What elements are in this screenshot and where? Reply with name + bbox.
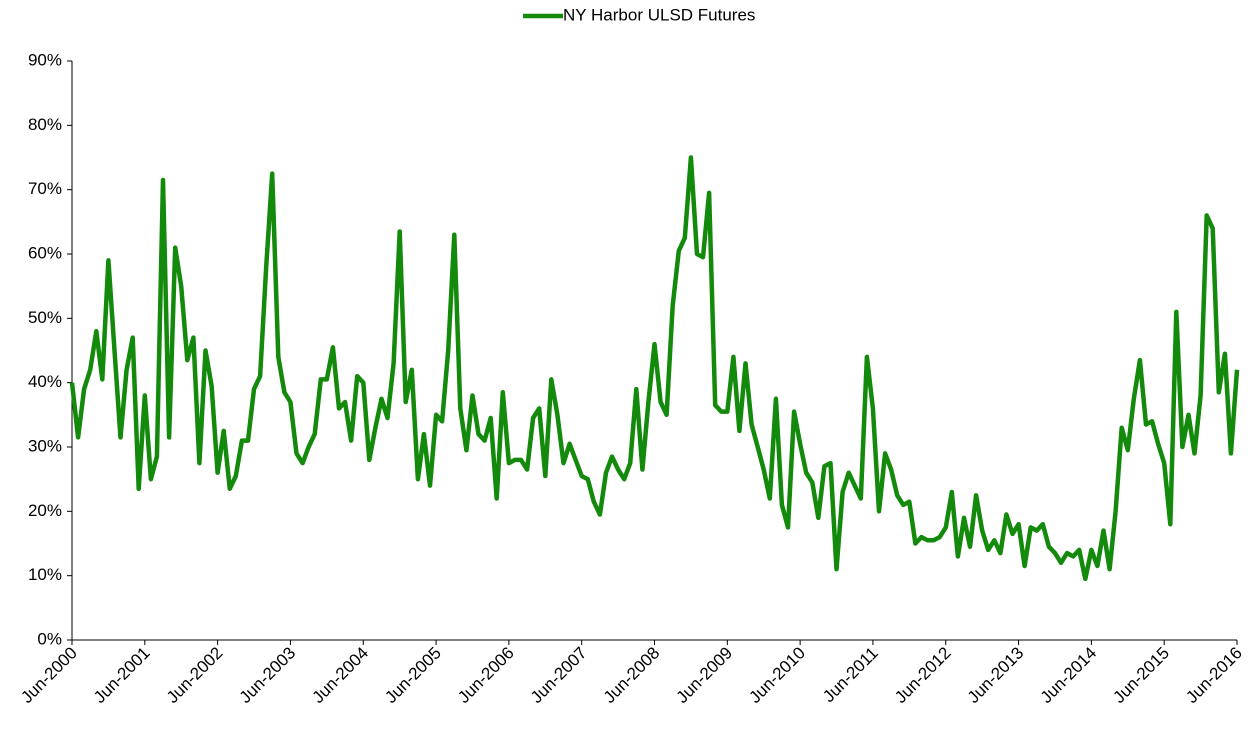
x-tick-label: Jun-2008: [600, 643, 664, 707]
y-tick-label: 30%: [28, 436, 62, 455]
x-tick-label: Jun-2005: [381, 643, 445, 707]
x-tick-label: Jun-2003: [236, 643, 300, 707]
y-tick-label: 70%: [28, 179, 62, 198]
x-tick-label: Jun-2011: [819, 643, 882, 706]
y-tick-label: 50%: [28, 308, 62, 327]
y-tick-label: 60%: [28, 243, 62, 262]
y-tick-label: 10%: [28, 565, 62, 584]
x-tick-label: Jun-2002: [163, 643, 227, 707]
x-tick-label: Jun-2007: [527, 643, 591, 707]
x-tick-label: Jun-2014: [1037, 643, 1101, 707]
x-tick-label: Jun-2000: [17, 643, 81, 707]
x-tick-label: Jun-2012: [891, 643, 955, 707]
x-tick-label: Jun-2009: [673, 643, 737, 707]
legend-label: NY Harbor ULSD Futures: [563, 5, 755, 24]
x-tick-label: Jun-2006: [454, 643, 518, 707]
y-tick-label: 20%: [28, 501, 62, 520]
series-line: [69, 155, 1240, 582]
x-tick-label: Jun-2004: [309, 643, 373, 707]
y-tick-label: 80%: [28, 115, 62, 134]
x-tick-label: Jun-2001: [90, 643, 154, 707]
x-tick-label: Jun-2016: [1182, 643, 1246, 707]
y-tick-label: 40%: [28, 372, 62, 391]
x-tick-label: Jun-2013: [964, 643, 1028, 707]
x-tick-label: Jun-2015: [1109, 643, 1173, 707]
y-tick-label: 90%: [28, 50, 62, 69]
x-tick-label: Jun-2010: [745, 643, 809, 707]
y-tick-label: 0%: [37, 629, 62, 648]
